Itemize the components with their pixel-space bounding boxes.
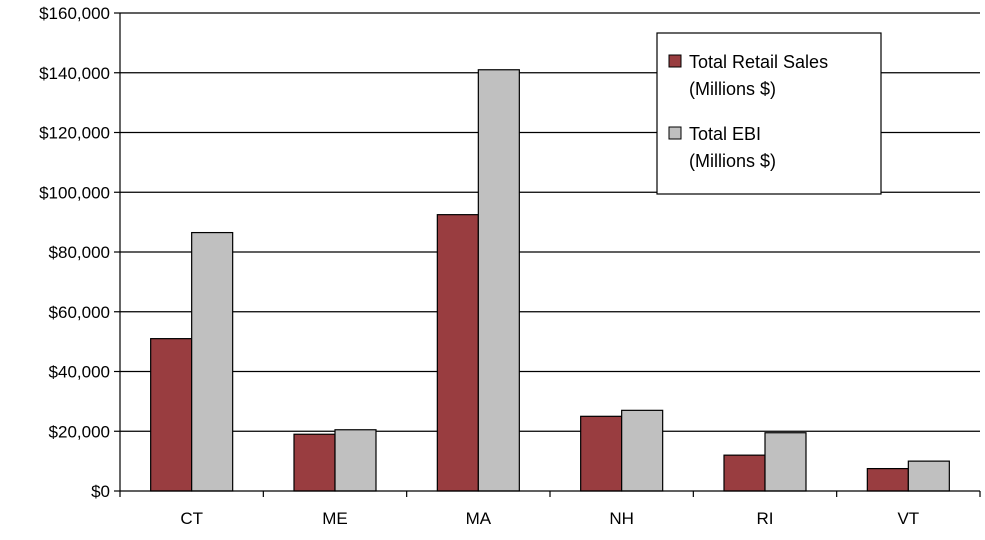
x-tick-label: MA	[466, 509, 492, 528]
x-tick-label: CT	[180, 509, 203, 528]
legend-swatch	[668, 54, 682, 68]
legend-label: Total EBI	[689, 124, 761, 144]
y-tick-label: $40,000	[49, 363, 110, 382]
bar-ma-series-2	[477, 69, 520, 492]
bar-nh-series-1	[580, 415, 623, 492]
bars	[150, 69, 950, 492]
y-tick-label: $60,000	[49, 303, 110, 322]
bar-ri-series-2	[764, 432, 807, 492]
y-tick-label: $20,000	[49, 422, 110, 441]
bar-ct-series-2	[191, 231, 234, 492]
y-tick-label: $160,000	[39, 4, 110, 23]
legend-box	[656, 32, 882, 195]
x-tick-label: VT	[897, 509, 919, 528]
bar-me-series-1	[293, 433, 336, 492]
y-tick-label: $100,000	[39, 183, 110, 202]
bar-ri-series-1	[723, 454, 766, 492]
bar-ma-series-1	[436, 214, 479, 492]
bar-nh-series-2	[621, 409, 664, 492]
legend-label: (Millions $)	[689, 151, 776, 171]
legend: Total Retail Sales (Millions $) Total EBI (…	[656, 32, 882, 195]
y-axis-ticks: $0 $20,000 $40,000 $60,000 $80,000 $100,000 $1…	[39, 4, 120, 501]
y-tick-label: $120,000	[39, 124, 110, 143]
bar-me-series-2	[334, 429, 377, 492]
y-tick-label: $140,000	[39, 64, 110, 83]
legend-label: (Millions $)	[689, 79, 776, 99]
x-axis-ticks: CT ME MA NH RI VT	[119, 491, 981, 528]
x-tick-label: RI	[757, 509, 774, 528]
legend-swatch	[668, 126, 682, 140]
bar-vt-series-1	[866, 467, 909, 492]
bar-vt-series-2	[907, 460, 950, 492]
gridlines	[120, 12, 980, 432]
legend-label: Total Retail Sales	[689, 52, 828, 72]
y-tick-label: $0	[91, 482, 110, 501]
x-tick-label: NH	[609, 509, 634, 528]
y-tick-label: $80,000	[49, 243, 110, 262]
bar-ct-series-1	[150, 338, 193, 492]
x-tick-label: ME	[322, 509, 348, 528]
